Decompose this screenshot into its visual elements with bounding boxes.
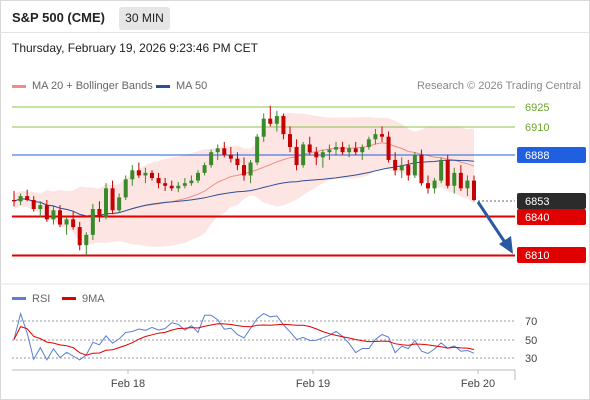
chart-timestamp: Thursday, February 19, 2026 9:23:46 PM C…: [12, 41, 258, 55]
copyright-watermark: Research © 2026 Trading Central: [416, 80, 581, 92]
header-divider: [0, 32, 590, 33]
legend-label: MA 20 + Bollinger Bands: [32, 80, 153, 92]
legend-item-ma20-bollinger: MA 20 + Bollinger Bands: [12, 80, 153, 92]
timeframe-badge[interactable]: 30 MIN: [119, 7, 170, 30]
ma20-swatch: [12, 84, 26, 88]
instrument-title: S&P 500 (CME): [12, 10, 105, 25]
legend-item-ma50: MA 50: [156, 80, 207, 92]
chart-header: S&P 500 (CME) 30 MIN: [0, 0, 590, 36]
legend-label: MA 50: [176, 80, 208, 92]
ma50-swatch: [156, 84, 170, 88]
